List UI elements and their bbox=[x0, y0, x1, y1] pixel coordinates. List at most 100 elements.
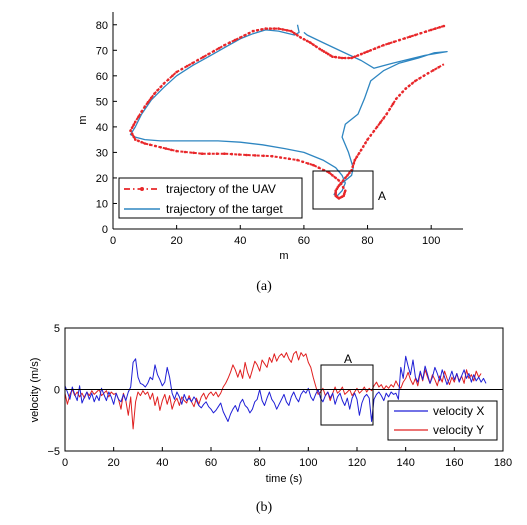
uav-trajectory-point bbox=[217, 46, 221, 50]
uav-trajectory-point bbox=[315, 45, 318, 49]
uav-trajectory-point bbox=[322, 50, 326, 53]
uav-trajectory-point bbox=[143, 142, 147, 145]
panel-a-y-tick-label: 0 bbox=[102, 224, 108, 236]
uav-trajectory-point bbox=[424, 30, 428, 33]
uav-trajectory-point bbox=[366, 50, 369, 53]
uav-trajectory-point bbox=[414, 33, 417, 37]
uav-trajectory-point bbox=[264, 27, 268, 30]
panel-a-y-ticks: 0 10 20 30 40 50 60 70 80 bbox=[96, 20, 117, 236]
uav-trajectory-point bbox=[337, 184, 341, 187]
uav-trajectory-point bbox=[201, 55, 205, 59]
uav-trajectory-point bbox=[372, 129, 376, 133]
uav-trajectory-point bbox=[175, 70, 178, 74]
panel-a-y-tick-label: 10 bbox=[96, 198, 108, 210]
uav-trajectory-point bbox=[183, 150, 187, 154]
uav-trajectory-point bbox=[324, 51, 328, 55]
uav-trajectory-point bbox=[289, 29, 293, 33]
uav-trajectory-point bbox=[153, 92, 156, 95]
panel-a-x-tick-label: 40 bbox=[234, 235, 246, 247]
uav-trajectory-point bbox=[301, 160, 305, 164]
uav-trajectory-point bbox=[375, 125, 379, 129]
uav-trajectory-point bbox=[334, 55, 338, 59]
panel-b-y-tick-label: 0 bbox=[54, 385, 60, 397]
uav-trajectory-point bbox=[329, 54, 332, 57]
uav-trajectory-point bbox=[309, 41, 312, 44]
uav-trajectory-point bbox=[302, 37, 306, 41]
uav-trajectory-point bbox=[366, 138, 369, 141]
uav-trajectory-point bbox=[132, 123, 135, 127]
panel-b-caption: (b) bbox=[256, 500, 273, 515]
panel-a-y-tick-label: 70 bbox=[96, 45, 108, 57]
panel-a-x-ticks: 0 20 40 60 80 100 bbox=[110, 225, 440, 247]
uav-trajectory-point bbox=[373, 47, 377, 50]
target-trajectory-line bbox=[129, 24, 448, 197]
uav-trajectory-point bbox=[162, 82, 166, 85]
uav-trajectory-point bbox=[228, 41, 231, 44]
uav-trajectory-point bbox=[353, 158, 357, 162]
uav-trajectory-point bbox=[140, 110, 143, 113]
panel-b-x-tick-label: 20 bbox=[108, 457, 120, 469]
uav-trajectory-line bbox=[129, 25, 445, 200]
uav-trajectory-point bbox=[164, 147, 168, 150]
uav-trajectory-point bbox=[403, 37, 407, 40]
panel-b-y-label: velocity (m/s) bbox=[29, 358, 41, 423]
panel-b-x-tick-label: 40 bbox=[156, 457, 168, 469]
uav-trajectory-point bbox=[134, 120, 137, 124]
uav-trajectory-point bbox=[429, 28, 433, 32]
uav-trajectory-point bbox=[287, 157, 291, 161]
uav-trajectory-point bbox=[270, 154, 274, 158]
uav-trajectory-point bbox=[143, 105, 147, 108]
panel-b-legend-x-label: velocity X bbox=[433, 404, 484, 418]
uav-trajectory-point bbox=[353, 55, 357, 58]
uav-trajectory-point bbox=[398, 94, 401, 97]
uav-trajectory-point bbox=[140, 140, 143, 144]
panel-b-y-tick-label: −5 bbox=[47, 446, 60, 458]
uav-trajectory-point bbox=[129, 129, 132, 132]
uav-trajectory-point bbox=[408, 35, 412, 38]
uav-trajectory-point bbox=[296, 34, 299, 37]
uav-trajectory-point bbox=[156, 89, 159, 92]
uav-trajectory-point bbox=[185, 64, 189, 68]
uav-trajectory-point bbox=[277, 27, 280, 30]
uav-trajectory-point bbox=[149, 96, 153, 100]
uav-trajectory-point bbox=[320, 49, 324, 52]
uav-trajectory-point bbox=[305, 39, 309, 43]
uav-trajectory-point bbox=[230, 152, 234, 156]
uav-trajectory-point bbox=[344, 176, 347, 180]
uav-trajectory-point bbox=[356, 54, 360, 57]
uav-trajectory-point bbox=[134, 138, 137, 141]
uav-trajectory-point bbox=[200, 152, 204, 155]
uav-trajectory-point bbox=[340, 56, 344, 60]
panel-b-annotation-label: A bbox=[344, 352, 352, 366]
uav-trajectory-point bbox=[196, 58, 200, 62]
panel-b-y-tick-label: 5 bbox=[54, 323, 60, 335]
panel-a-x-tick-label: 20 bbox=[171, 235, 183, 247]
uav-trajectory-point bbox=[268, 27, 272, 30]
panel-b-x-tick-label: 80 bbox=[254, 457, 266, 469]
panel-b-x-tick-label: 120 bbox=[348, 457, 366, 469]
uav-trajectory-point bbox=[306, 162, 310, 165]
uav-trajectory-point bbox=[239, 36, 242, 39]
uav-trajectory-point bbox=[362, 145, 365, 148]
uav-trajectory-point bbox=[223, 152, 226, 155]
uav-trajectory-point bbox=[398, 38, 401, 42]
uav-trajectory-point bbox=[212, 49, 216, 53]
panel-a-x-tick-label: 0 bbox=[110, 235, 116, 247]
uav-trajectory-point bbox=[132, 135, 135, 138]
panel-a-legend-uav-marker bbox=[140, 187, 144, 191]
uav-trajectory-point bbox=[180, 67, 184, 71]
uav-trajectory-point bbox=[208, 152, 211, 155]
panel-a-series bbox=[129, 24, 448, 200]
uav-trajectory-point bbox=[377, 45, 381, 49]
panel-a: A 0 20 40 60 80 100 0 10 20 30 40 50 60 70 80 m m tra… bbox=[77, 12, 463, 294]
uav-trajectory-point bbox=[279, 156, 282, 159]
panel-a-x-label: m bbox=[279, 250, 288, 262]
uav-trajectory-point bbox=[382, 117, 385, 120]
uav-trajectory-point bbox=[394, 97, 398, 101]
panel-a-caption: (a) bbox=[256, 279, 272, 294]
uav-trajectory-point bbox=[438, 26, 442, 29]
uav-trajectory-point bbox=[245, 153, 248, 157]
uav-trajectory-point bbox=[391, 102, 395, 106]
uav-trajectory-point bbox=[401, 90, 404, 94]
